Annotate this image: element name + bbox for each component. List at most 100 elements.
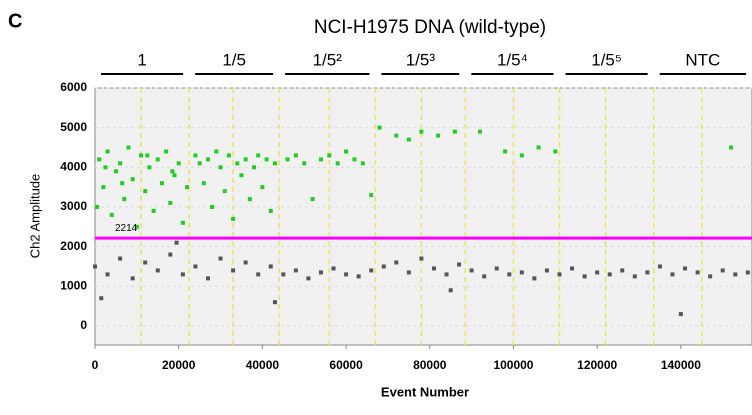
chart-title: NCI-H1975 DNA (wild-type) bbox=[314, 17, 546, 38]
droplet bbox=[205, 276, 210, 281]
droplet bbox=[226, 153, 231, 158]
x-tick-label: 100000 bbox=[493, 358, 533, 372]
droplet bbox=[318, 270, 323, 275]
droplet bbox=[431, 266, 436, 271]
droplet bbox=[519, 270, 524, 275]
droplet bbox=[457, 262, 462, 267]
droplet bbox=[729, 145, 734, 150]
droplet bbox=[381, 264, 386, 269]
droplet bbox=[532, 276, 537, 281]
droplet bbox=[436, 133, 441, 138]
droplet bbox=[235, 161, 240, 166]
droplet bbox=[595, 270, 600, 275]
droplet bbox=[134, 224, 139, 229]
droplet bbox=[247, 197, 252, 202]
droplet bbox=[122, 197, 127, 202]
droplet bbox=[369, 268, 374, 273]
droplet bbox=[239, 173, 244, 178]
y-tick-label: 3000 bbox=[60, 199, 87, 213]
droplet bbox=[519, 153, 524, 158]
group-label: 1/5² bbox=[313, 50, 343, 69]
y-tick-label: 0 bbox=[80, 318, 87, 332]
droplet bbox=[448, 288, 453, 293]
droplet bbox=[252, 165, 257, 170]
group-label: NTC bbox=[685, 50, 720, 69]
droplet bbox=[218, 256, 223, 261]
group-label: 1 bbox=[137, 50, 146, 69]
droplet bbox=[632, 274, 637, 279]
droplet bbox=[210, 204, 215, 209]
droplet bbox=[281, 272, 286, 277]
droplet bbox=[302, 161, 307, 166]
droplet bbox=[536, 145, 541, 150]
droplet bbox=[205, 157, 210, 162]
droplet bbox=[180, 220, 185, 225]
droplet bbox=[406, 270, 411, 275]
droplet bbox=[582, 274, 587, 279]
droplet bbox=[507, 272, 512, 277]
droplet bbox=[293, 153, 298, 158]
droplet bbox=[268, 264, 273, 269]
droplet bbox=[151, 208, 156, 213]
droplet bbox=[164, 149, 169, 154]
droplet bbox=[99, 296, 104, 301]
droplet bbox=[733, 272, 738, 277]
droplet bbox=[101, 185, 106, 190]
droplet bbox=[318, 157, 323, 162]
droplet bbox=[139, 153, 144, 158]
x-tick-label: 0 bbox=[92, 358, 99, 372]
droplet bbox=[544, 268, 549, 273]
droplet bbox=[331, 266, 336, 271]
droplet bbox=[180, 272, 185, 277]
droplet bbox=[394, 133, 399, 138]
droplet bbox=[657, 264, 662, 269]
droplet bbox=[214, 149, 219, 154]
group-label: 1/5⁴ bbox=[497, 50, 528, 69]
droplet bbox=[285, 157, 290, 162]
panel-label: C bbox=[8, 10, 22, 32]
droplet bbox=[222, 189, 227, 194]
droplet bbox=[170, 169, 175, 174]
droplet bbox=[477, 129, 482, 134]
droplet bbox=[394, 260, 399, 265]
droplet bbox=[310, 197, 315, 202]
droplet bbox=[708, 274, 713, 279]
droplet bbox=[103, 165, 108, 170]
droplet bbox=[553, 149, 558, 154]
group-label: 1/5 bbox=[222, 50, 246, 69]
droplet bbox=[745, 270, 750, 275]
droplet bbox=[683, 266, 688, 271]
droplet bbox=[155, 268, 160, 273]
droplet bbox=[406, 137, 411, 142]
y-tick-label: 1000 bbox=[60, 278, 87, 292]
droplet bbox=[218, 165, 223, 170]
droplet bbox=[130, 177, 135, 182]
droplet bbox=[193, 153, 198, 158]
droplet bbox=[118, 256, 123, 261]
droplet bbox=[93, 264, 97, 269]
group-label: 1/5³ bbox=[406, 50, 436, 69]
droplet bbox=[105, 149, 110, 154]
droplet bbox=[193, 264, 198, 269]
droplet bbox=[113, 169, 118, 174]
droplet bbox=[720, 268, 725, 273]
droplet bbox=[469, 268, 474, 273]
droplet bbox=[645, 270, 650, 275]
droplet bbox=[130, 276, 135, 281]
droplet bbox=[444, 272, 449, 277]
droplet bbox=[503, 149, 508, 154]
droplet bbox=[97, 157, 102, 162]
y-tick-label: 5000 bbox=[60, 120, 87, 134]
droplet bbox=[352, 157, 357, 162]
droplet bbox=[260, 185, 265, 190]
droplet bbox=[168, 201, 173, 206]
plot-area bbox=[94, 87, 752, 346]
droplet bbox=[118, 161, 123, 166]
droplet bbox=[268, 208, 273, 213]
y-tick-label: 4000 bbox=[60, 159, 87, 173]
droplet bbox=[335, 161, 340, 166]
group-label: 1/5⁵ bbox=[591, 50, 622, 69]
droplet bbox=[452, 129, 457, 134]
x-tick-label: 20000 bbox=[162, 358, 196, 372]
